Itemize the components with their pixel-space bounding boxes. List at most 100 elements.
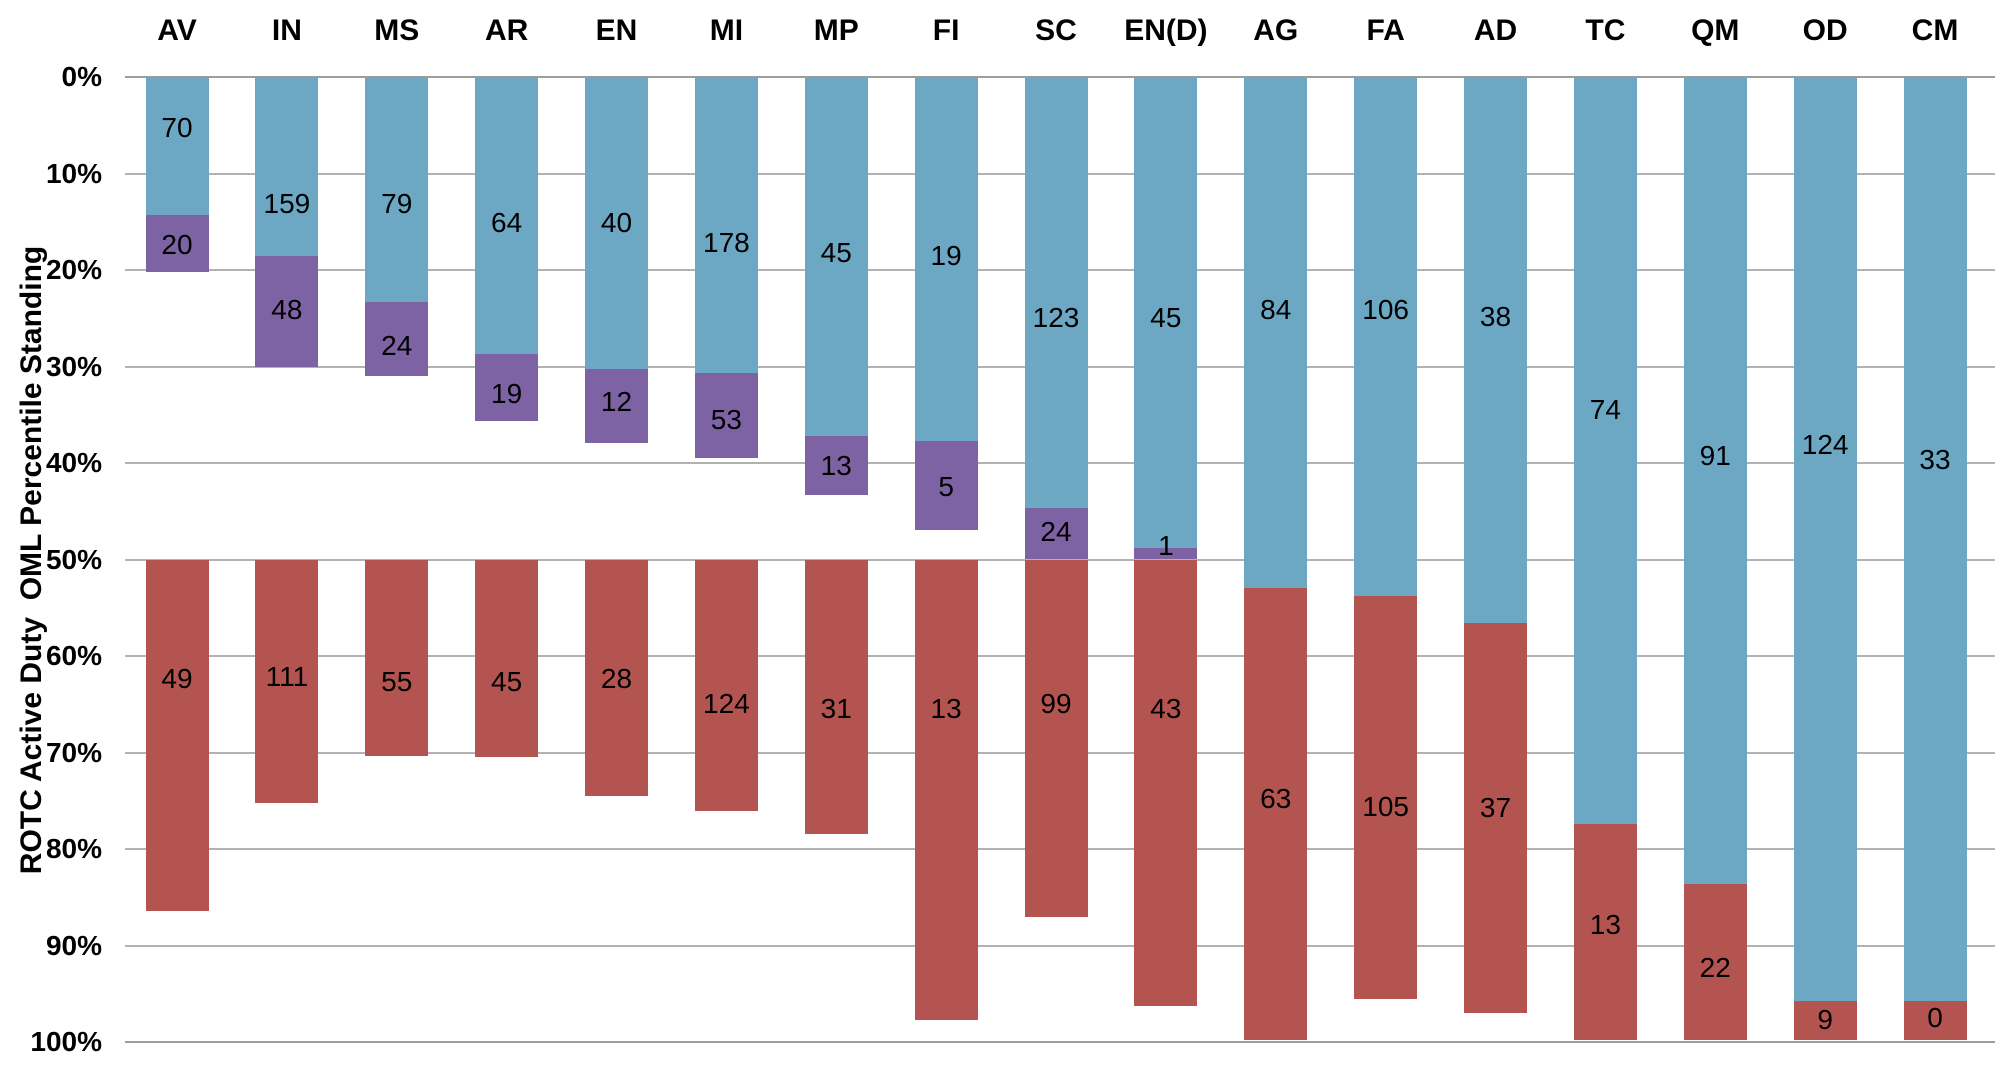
bar-segment-FA-blue [1354, 77, 1418, 597]
bar-segment-IN-red [255, 559, 319, 803]
bar-value-TC-red: 13 [1589, 909, 1621, 941]
bar-segment-EN-blue [585, 77, 648, 370]
bar-value-MP-blue: 45 [820, 236, 852, 268]
bar-value-TC-blue: 74 [1589, 393, 1621, 425]
bar-value-AG-red: 63 [1260, 782, 1292, 814]
category-label-TC: TC [1585, 14, 1626, 47]
bar-segment-AD-blue [1464, 77, 1527, 624]
bar-segment-QM-red [1683, 883, 1747, 1041]
bar-value-QM-red: 22 [1699, 951, 1731, 983]
column-AR [475, 77, 539, 1042]
bar-value-FA-red: 105 [1362, 790, 1409, 822]
bar-value-MS-blue: 79 [381, 188, 413, 220]
bar-value-FI-blue: 19 [930, 240, 962, 272]
column-MP [804, 77, 868, 1042]
bar-segment-EN-purple [585, 369, 648, 443]
bar-segment-AV-red [145, 559, 209, 911]
category-label-AR: AR [484, 14, 529, 47]
bar-segment-SC-red [1024, 559, 1088, 917]
category-label-OD: OD [1802, 14, 1848, 47]
column-MS [365, 77, 429, 1042]
column-EN [585, 77, 648, 1042]
bar-value-MI-blue: 178 [703, 226, 750, 258]
bar-value-SC-purple: 24 [1040, 516, 1072, 548]
bar-segment-QM-blue [1683, 77, 1747, 884]
category-label-EN: EN [595, 14, 638, 47]
bar-value-AD-blue: 38 [1479, 301, 1512, 333]
category-label-AG: AG [1253, 14, 1299, 47]
bar-value-MS-red: 55 [381, 666, 413, 698]
column-FA [1354, 77, 1418, 1042]
y-tick-label-10: 10% [45, 157, 102, 189]
bar-segment-AR-blue [475, 77, 539, 354]
category-label-AV: AV [157, 14, 197, 47]
bar-segment-EN(D)-blue [1134, 77, 1198, 548]
category-label-FA: FA [1366, 14, 1405, 47]
bar-segment-EN(D)-red [1134, 559, 1198, 1007]
bar-value-EN-blue: 40 [600, 206, 633, 238]
column-CM [1903, 77, 1967, 1042]
bar-segment-AV-purple [145, 214, 209, 272]
bar-segment-SC-purple [1024, 508, 1088, 560]
category-label-MI: MI [709, 14, 744, 47]
category-label-CM: CM [1911, 14, 1959, 47]
column-MI [694, 77, 758, 1042]
column-AD [1464, 77, 1527, 1042]
y-tick-label-40: 40% [45, 447, 102, 478]
bar-value-MP-purple: 13 [820, 449, 852, 481]
bar-segment-AD-red [1464, 623, 1527, 1014]
bar-value-MP-red: 31 [820, 693, 852, 725]
bar-segment-AR-red [475, 559, 539, 758]
category-label-MS: MS [374, 14, 420, 47]
column-TC [1573, 77, 1637, 1042]
bar-segment-MI-blue [694, 77, 758, 374]
bar-segment-AG-blue [1244, 77, 1308, 589]
bar-value-FI-red: 13 [930, 693, 962, 725]
y-tick-label-80: 80% [45, 833, 102, 864]
category-label-MP: MP [813, 14, 859, 47]
bar-segment-TC-red [1573, 823, 1637, 1041]
bar-segment-FI-purple [914, 440, 978, 530]
bar-value-AR-red: 45 [491, 666, 523, 698]
column-SC [1024, 77, 1088, 1042]
bar-segment-MS-blue [365, 77, 429, 302]
bar-segment-MI-red [694, 559, 758, 812]
column-IN [255, 77, 319, 1042]
bar-value-IN-red: 111 [265, 661, 309, 693]
bar-value-EN-red: 28 [600, 663, 633, 695]
column-QM [1683, 77, 1747, 1042]
bar-segment-MP-purple [804, 435, 868, 495]
bar-value-EN(D)-purple: 1 [1158, 529, 1174, 561]
bar-value-AR-purple: 19 [491, 378, 523, 410]
bar-value-MI-red: 124 [703, 688, 750, 720]
bar-segment-OD-blue [1793, 77, 1857, 1002]
bar-value-AD-red: 37 [1479, 792, 1512, 824]
bar-segment-TC-blue [1573, 77, 1637, 824]
bar-value-EN-purple: 12 [600, 386, 633, 418]
bar-value-SC-red: 99 [1040, 688, 1072, 720]
category-label-AD: AD [1473, 14, 1518, 47]
y-tick-label-70: 70% [45, 736, 102, 768]
bar-value-FA-blue: 106 [1362, 293, 1409, 325]
bar-segment-FI-red [914, 559, 978, 1020]
bar-segment-FI-blue [914, 77, 978, 441]
bar-segment-MS-red [365, 559, 429, 757]
column-FI [914, 77, 978, 1042]
bar-segment-AV-blue [145, 77, 209, 215]
bar-value-AG-blue: 84 [1260, 293, 1292, 325]
gridline-90pct [125, 944, 1995, 947]
y-tick-label-90: 90% [45, 929, 102, 961]
category-label-QM: QM [1691, 14, 1740, 47]
bar-value-MS-purple: 24 [381, 330, 413, 362]
plot-area: 70 20 49 159 48 111 79 24 55 64 19 45 40 12 28 178 53 124… [125, 76, 1995, 1043]
bar-value-EN(D)-blue: 45 [1150, 302, 1182, 334]
bar-value-OD-red: 9 [1817, 1003, 1833, 1035]
bar-segment-EN(D)-purple [1134, 547, 1198, 560]
bar-segment-SC-blue [1024, 77, 1088, 509]
bar-segment-OD-red [1793, 1001, 1857, 1041]
bar-segment-AG-red [1244, 588, 1308, 1041]
y-tick-label-60: 60% [45, 640, 102, 671]
bar-value-MI-purple: 53 [710, 403, 742, 435]
bar-value-FI-purple: 5 [938, 471, 954, 503]
